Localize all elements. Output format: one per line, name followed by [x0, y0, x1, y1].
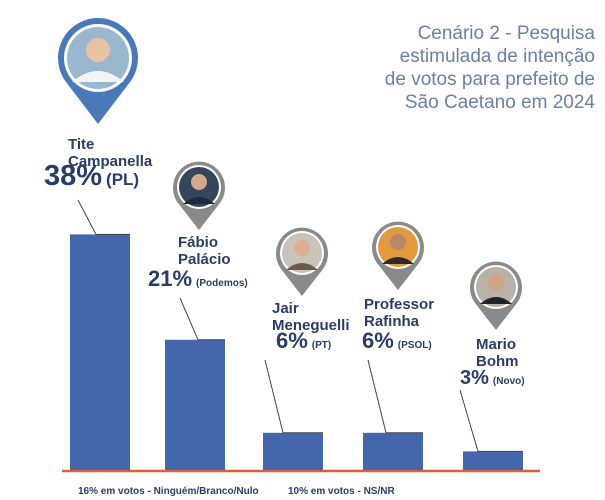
chart-title: Cenário 2 - Pesquisa estimulada de inten…	[345, 22, 595, 114]
candidate-name-line: Palácio	[178, 251, 231, 268]
party-label: (PL)	[106, 170, 140, 189]
footnote-undecided: 10% em votos - NS/NR	[288, 486, 395, 497]
title-line: Cenário 2 - Pesquisa	[417, 23, 595, 44]
candidate-name-line: Jair	[272, 300, 299, 317]
leader-line-0	[77, 199, 130, 235]
leader-line-2	[264, 359, 323, 434]
candidate-label-rafinha: Professor Rafinha	[364, 296, 434, 330]
leader-line-1	[179, 297, 225, 341]
bar-1	[165, 339, 225, 470]
candidate-name-line: Bohm	[476, 353, 519, 370]
person-icon	[173, 161, 225, 230]
candidate-name-line: Meneguelli	[272, 317, 350, 334]
title-line: estimulada de intenção	[399, 46, 595, 67]
party-label: (PSOL)	[397, 340, 432, 351]
candidate-label-jair: Jair Meneguelli	[272, 300, 350, 334]
bar-3	[363, 432, 423, 470]
avatar-pin-tite	[52, 16, 144, 128]
candidate-label-mario: Mario Bohm	[476, 336, 519, 370]
person-icon	[58, 17, 138, 124]
candidate-pct-mario: 3% (Novo)	[460, 367, 525, 390]
bar-4	[463, 451, 523, 470]
avatar-pin-fabio	[169, 160, 229, 232]
data-label: 21%	[148, 266, 193, 291]
candidate-label-tite: Tite Campanella	[68, 136, 152, 170]
candidate-label-fabio: Fábio Palácio	[178, 234, 231, 268]
bar-0	[70, 234, 130, 470]
title-line: de votos para prefeito de	[384, 69, 595, 90]
party-label: (Novo)	[492, 376, 525, 387]
party-label: (Podemos)	[196, 278, 248, 289]
avatar-pin-mario	[466, 260, 526, 332]
candidate-name-line: Fábio	[178, 234, 218, 251]
candidate-pct-rafinha: 6% (PSOL)	[362, 328, 432, 354]
data-label: 3%	[460, 367, 489, 389]
candidate-pct-tite: 38% (PL)	[44, 160, 140, 192]
candidate-pct-jair: 6% (PT)	[276, 328, 332, 354]
leader-line-3	[367, 359, 423, 434]
bar-2	[263, 432, 323, 470]
person-icon	[470, 261, 522, 330]
candidate-name-line: Tite	[68, 136, 95, 153]
data-label: 6%	[362, 328, 394, 353]
data-label: 6%	[276, 328, 308, 353]
person-icon	[276, 227, 328, 296]
candidate-name-line: Professor	[364, 296, 435, 313]
candidate-name-line: Rafinha	[364, 313, 420, 330]
avatar-pin-rafinha	[368, 220, 428, 292]
candidate-name-line: Mario	[476, 336, 517, 353]
title-line: São Caetano em 2024	[404, 92, 595, 113]
candidate-name-line: Campanella	[68, 153, 153, 170]
person-icon	[372, 221, 424, 290]
leader-line-4	[459, 389, 523, 452]
avatar-pin-jair	[272, 226, 332, 298]
footnote-null-votes: 16% em votos - Ninguém/Branco/Nulo	[78, 486, 259, 497]
data-label: 38%	[44, 160, 103, 192]
party-label: (PT)	[311, 340, 332, 351]
candidate-pct-fabio: 21% (Podemos)	[148, 266, 248, 292]
